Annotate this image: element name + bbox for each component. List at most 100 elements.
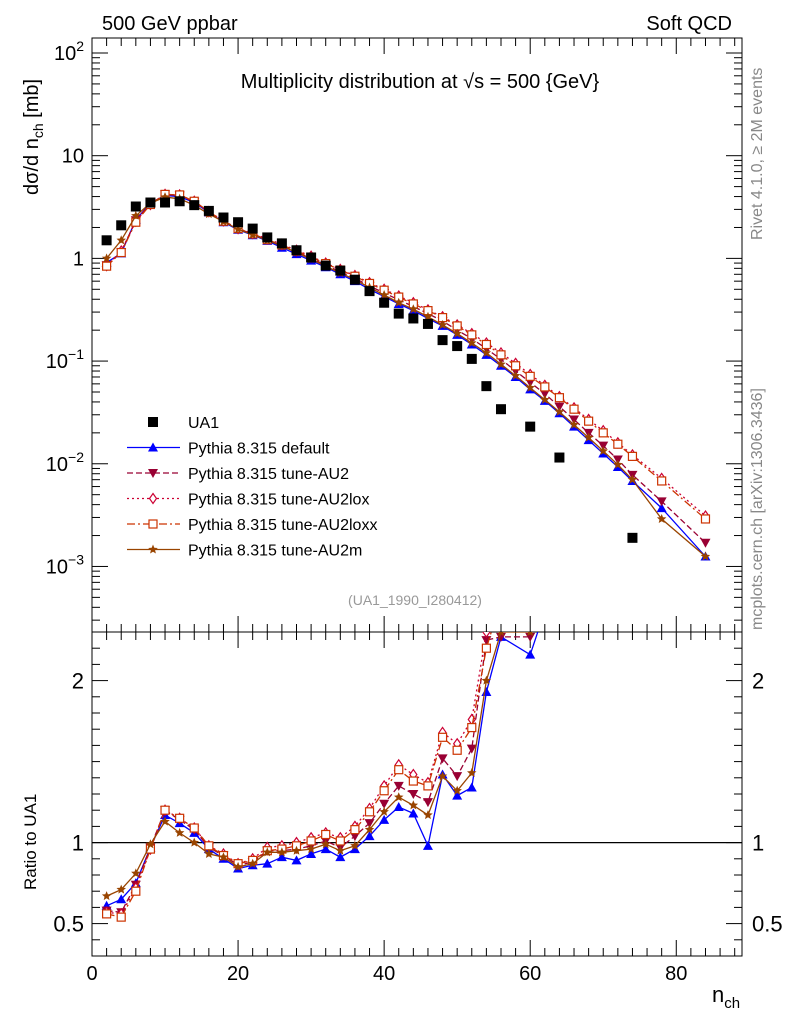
ratio-point xyxy=(262,847,272,857)
series-point xyxy=(496,350,506,360)
ratio-point xyxy=(467,722,477,733)
series-point xyxy=(437,319,448,329)
ratio-point xyxy=(116,894,127,904)
ratio-point xyxy=(102,909,112,919)
ratio-point xyxy=(116,884,126,894)
series-point xyxy=(467,330,477,340)
series-point xyxy=(496,359,506,369)
x-tick-label: 60 xyxy=(519,963,541,985)
data-point xyxy=(203,205,214,216)
series-point xyxy=(627,451,638,461)
ratio-point xyxy=(364,824,375,834)
ratio-point xyxy=(452,772,463,782)
y-axis-label: dσ/d nch [mb] xyxy=(21,79,46,195)
data-point xyxy=(306,252,317,263)
ratio-tick-label-left: 1 xyxy=(72,831,84,856)
series-point xyxy=(583,432,594,442)
ua1-data-points xyxy=(101,196,638,543)
ratio-point xyxy=(393,801,404,811)
data-point xyxy=(466,353,477,364)
ratio-point xyxy=(452,790,463,800)
ratio-point xyxy=(481,643,491,653)
data-point xyxy=(233,217,244,228)
series-point xyxy=(700,538,711,548)
data-point xyxy=(160,197,171,208)
ratio-point xyxy=(291,855,302,865)
data-point xyxy=(495,404,506,415)
series-point xyxy=(598,446,608,456)
legend-label: Pythia 8.315 default xyxy=(188,441,330,458)
legend-marker xyxy=(148,492,158,505)
ratio-point xyxy=(233,861,243,871)
series-point xyxy=(598,428,608,438)
ratio-point xyxy=(306,848,317,858)
ratio-point xyxy=(101,891,112,901)
data-point xyxy=(320,260,331,271)
ratio-point xyxy=(497,632,504,636)
ratio-tick-label-right: 0.5 xyxy=(752,912,783,937)
legend-label-data: UA1 xyxy=(188,415,219,432)
main-axis-ticks: 102 10 1 10−1 10−2 10−3 xyxy=(46,38,742,956)
y-tick-label: 10−3 xyxy=(46,551,84,578)
data-point xyxy=(335,265,346,276)
series-point xyxy=(656,497,667,507)
ratio-point xyxy=(452,745,462,755)
ratio-point xyxy=(466,744,477,754)
y-tick-label: 10 xyxy=(62,146,84,168)
series-point xyxy=(102,261,112,271)
analysis-id: (UA1_1990_I280412) xyxy=(348,592,482,608)
series-point xyxy=(101,253,112,263)
series-point xyxy=(233,224,243,234)
series-point xyxy=(525,382,535,392)
ratio-point xyxy=(204,848,214,858)
legend-label: Pythia 8.315 tune-AU2loxx xyxy=(188,517,377,534)
ratio-point xyxy=(379,806,389,816)
ratio-point xyxy=(276,852,287,862)
title-suffix: = 500 {GeV} xyxy=(484,71,599,93)
legend-marker xyxy=(148,442,158,452)
ratio-point xyxy=(364,819,375,829)
x-axis-label: nch xyxy=(712,982,740,1012)
series-point xyxy=(569,419,579,429)
ratio-point xyxy=(394,792,404,802)
ratio-point xyxy=(218,852,229,862)
data-point xyxy=(145,197,156,208)
ratio-point xyxy=(408,776,418,786)
ratio-point xyxy=(306,844,316,854)
series-point xyxy=(554,393,565,403)
ratio-point xyxy=(175,813,185,823)
ratio-point xyxy=(364,831,375,841)
ratio-tick-label-right: 2 xyxy=(752,669,764,694)
series-point xyxy=(481,339,491,350)
data-point xyxy=(364,286,375,297)
ratio-point xyxy=(408,800,419,810)
ratio-point xyxy=(306,836,316,846)
series-point xyxy=(116,247,126,258)
ratio-point xyxy=(247,858,258,868)
series-point xyxy=(539,389,550,399)
legend: UA1 Pythia 8.315 default Pythia 8.315 tune… xyxy=(127,415,377,560)
ratio-point xyxy=(422,840,433,850)
legend-label: Pythia 8.315 tune-AU2lox xyxy=(188,492,369,509)
series-point xyxy=(700,551,711,561)
series-point xyxy=(627,474,638,484)
data-point xyxy=(291,245,302,256)
series-point xyxy=(569,404,579,414)
series-point xyxy=(452,328,462,338)
ratio-y-label: Ratio to UA1 xyxy=(21,794,40,890)
ratio-point xyxy=(145,839,156,849)
ratio-axis-ticks: 0.5 0.5 1 1 2 2 xyxy=(53,631,783,957)
ratio-point xyxy=(320,844,331,854)
ratio-point xyxy=(349,844,360,854)
ratio-point xyxy=(131,868,141,878)
ratio-point xyxy=(437,732,448,742)
legend-marker xyxy=(148,519,158,529)
ratio-point xyxy=(262,858,273,868)
ratio-tick-label-left: 2 xyxy=(72,669,84,694)
ratio-point xyxy=(174,827,185,837)
ratio-point xyxy=(204,841,214,851)
data-point xyxy=(437,335,448,346)
side-label-top: Rivet 4.1.0, ≥ 2M events xyxy=(749,68,766,240)
ratio-point xyxy=(467,767,477,777)
y-tick-label: 1 xyxy=(73,248,84,270)
